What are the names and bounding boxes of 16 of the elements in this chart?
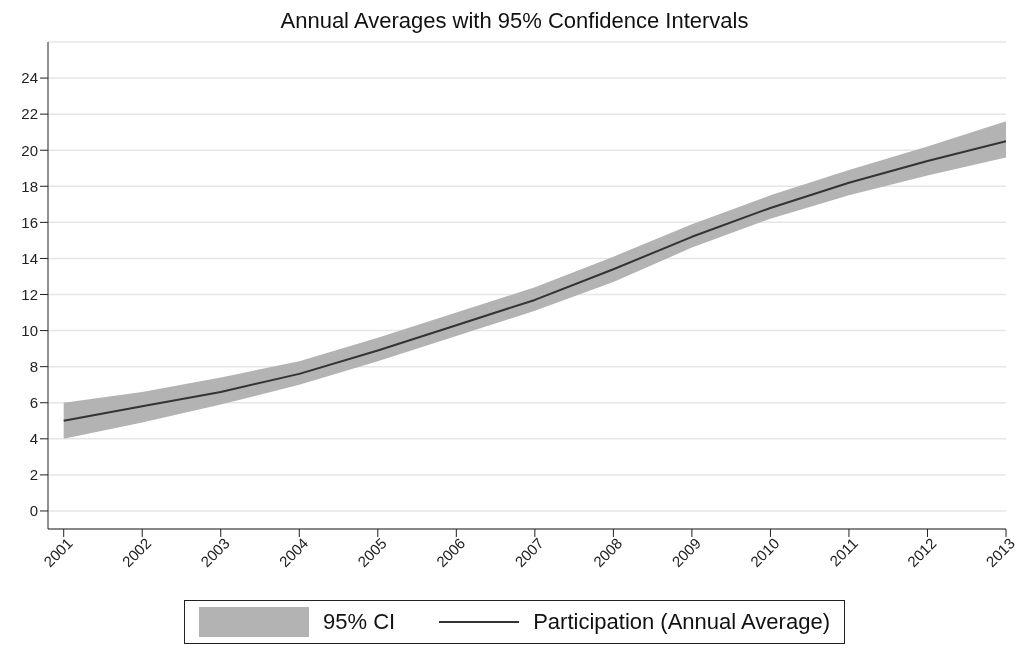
- y-tick-label: 14: [21, 249, 38, 267]
- legend-label: Participation (Annual Average): [533, 609, 830, 635]
- y-tick-label: 24: [21, 69, 38, 87]
- y-tick-label: 6: [29, 394, 38, 412]
- y-tick-label: 20: [21, 141, 38, 159]
- y-tick-label: 2: [29, 466, 38, 484]
- y-tick-label: 18: [21, 177, 38, 195]
- y-tick-label: 22: [21, 105, 38, 123]
- chart-title: Annual Averages with 95% Confidence Intervals: [279, 8, 750, 34]
- y-tick-label: 4: [29, 430, 38, 448]
- y-tick-label: 12: [21, 285, 38, 303]
- y-tick-label: 0: [29, 502, 38, 520]
- y-tick-label: 10: [21, 321, 38, 339]
- y-tick-label: 8: [29, 357, 38, 375]
- y-tick-label: 16: [21, 213, 38, 231]
- text: 95% CI: [323, 609, 396, 635]
